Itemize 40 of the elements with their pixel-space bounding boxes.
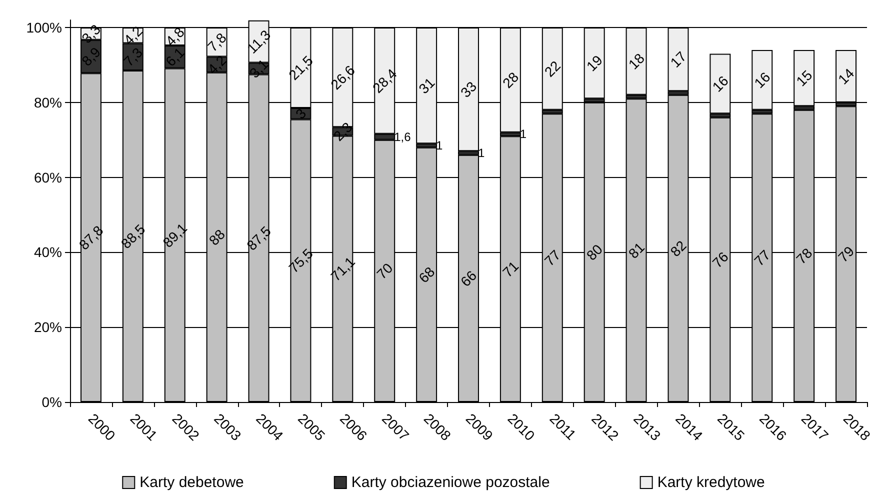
data-label: 18 [625,50,648,72]
data-label: 76 [709,248,732,271]
legend-label: Karty obciazeniowe pozostale [351,474,550,491]
data-label: 78 [792,244,816,268]
data-label: 81 [625,239,648,262]
data-label: 17 [667,48,690,70]
data-label: 22 [541,57,564,80]
data-label: 70 [373,260,396,282]
y-tick-label: 0% [42,394,62,410]
data-label: 19 [583,52,606,74]
data-label: 16 [750,68,774,92]
data-label: 68 [415,263,438,286]
data-label: 28 [499,68,522,92]
data-label: 31 [415,74,438,97]
data-label: 80 [583,240,606,264]
y-tick-label: 60% [34,169,62,186]
legend-label: Karty debetowe [140,474,244,491]
data-label: 77 [541,246,564,269]
data-label: 1 [436,138,444,152]
y-tick-label: 80% [34,94,62,110]
data-label: 1,6 [394,130,412,144]
data-label: 14 [834,64,858,88]
y-tick-label: 20% [34,319,62,336]
data-label: 15 [792,66,816,90]
legend-label: Karty kredytowe [657,474,765,491]
data-label: 89,1 [160,220,190,250]
data-label: 71 [499,258,522,280]
data-label: 16 [709,72,732,95]
y-tick-label: 40% [34,244,62,260]
data-label: 82 [667,237,690,260]
data-label: 88,5 [118,220,148,252]
data-label: 33 [457,78,480,100]
y-tick-label: 100% [26,19,62,36]
data-label: 75,5 [285,245,316,276]
data-label: 77 [750,246,774,269]
data-label: 7,8 [204,29,230,55]
data-label: 66 [457,267,480,290]
data-label: 79 [834,242,858,266]
data-label: 88 [206,226,228,248]
data-label: 71,1 [327,253,358,284]
